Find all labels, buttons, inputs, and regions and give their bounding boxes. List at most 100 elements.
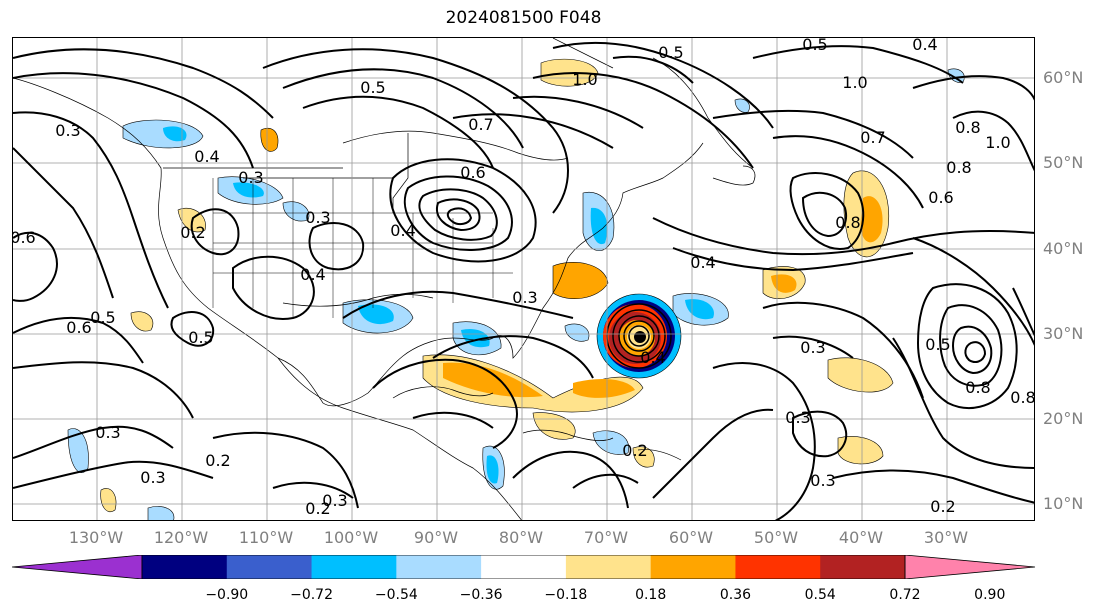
shade-yellow [100, 488, 117, 512]
contour-label: 0.6 [460, 163, 485, 182]
contour-label: 0.3 [238, 168, 263, 187]
state-borders [212, 178, 513, 318]
contour-label: 0.3 [785, 408, 810, 427]
colorbar-tick-label: 0.54 [804, 587, 836, 603]
shade-blue [590, 207, 608, 245]
contour-label: 0.4 [640, 348, 665, 367]
shade-lightblue [564, 323, 590, 342]
colorbar-tick-label: 0.36 [719, 587, 752, 603]
contour-label: 1.0 [985, 133, 1010, 152]
contour-label: 0.5 [658, 43, 683, 62]
lon-label-110w: 110°W [238, 528, 294, 547]
colorbar-segment [735, 555, 821, 579]
contour-label: 0.3 [140, 468, 165, 487]
shade-lightblue [122, 119, 204, 149]
lon-label-100w: 100°W [323, 528, 379, 547]
contour-label: 0.4 [912, 38, 937, 54]
contour-label: 0.8 [1010, 388, 1035, 407]
contours [13, 41, 1034, 520]
lon-label-70w: 70°W [583, 528, 629, 547]
contour-label: 0.2 [622, 441, 647, 460]
map-panel: 0.5 1.0 0.5 0.4 0.7 0.5 1.0 0.4 0.8 1.0 … [12, 37, 1035, 521]
shade-yellow [532, 412, 576, 440]
lon-label-60w: 60°W [668, 528, 714, 547]
shade-orange [860, 196, 883, 243]
lon-label-80w: 80°W [498, 528, 544, 547]
shade-blue [163, 126, 187, 142]
lat-label-30n: 30°N [1043, 324, 1084, 343]
hurricane-eye [634, 331, 646, 343]
colorbar-tick-label: −0.54 [374, 587, 418, 603]
colorbar-tick-label: −0.90 [205, 587, 249, 603]
colorbar-segment [481, 555, 567, 579]
chart-title: 2024081500 F048 [445, 8, 602, 28]
contour-label: 0.5 [90, 308, 115, 327]
lon-label-90w: 90°W [413, 528, 459, 547]
shade-lightblue [592, 430, 630, 455]
shade-orange [552, 262, 609, 299]
contour-label: 0.8 [955, 118, 980, 137]
contour-label: 0.7 [860, 128, 885, 147]
lon-label-30w: 30°W [923, 528, 969, 547]
colorbar-tick-label: −0.36 [459, 587, 503, 603]
colorbar-segment [226, 555, 313, 579]
lon-label-120w: 120°W [153, 528, 209, 547]
lat-label-50n: 50°N [1043, 153, 1084, 172]
contour-label: 0.5 [925, 335, 950, 354]
shade-blue [358, 304, 394, 325]
contour-label: 0.2 [205, 451, 230, 470]
contour-label: 0.4 [194, 147, 219, 166]
contour-label: 0.3 [305, 208, 330, 227]
lat-label-60n: 60°N [1043, 68, 1084, 87]
colorbar-segment [565, 555, 652, 579]
contour-label: 0.4 [690, 253, 715, 272]
shade-blue [233, 182, 264, 198]
contour-label: 0.3 [55, 121, 80, 140]
contour-label: 0.3 [810, 471, 835, 490]
contour-label: 0.3 [512, 288, 537, 307]
colorbar-tick-label: 0.18 [635, 587, 667, 603]
contour-label: 0.3 [95, 423, 120, 442]
shade-yellow [827, 357, 894, 393]
shade-yellow [632, 446, 655, 468]
contour-label: 0.2 [180, 223, 205, 242]
shading-layer [67, 58, 965, 520]
contour-label: 0.8 [835, 213, 860, 232]
colorbar-tick-label: −0.18 [544, 587, 588, 603]
contour-labels: 0.5 1.0 0.5 0.4 0.7 0.5 1.0 0.4 0.8 1.0 … [13, 38, 1035, 518]
contour-label: 0.2 [930, 497, 955, 516]
contour-label: 0.4 [390, 221, 415, 240]
colorbar-extend-low [12, 555, 143, 579]
contour-label: 0.5 [360, 78, 385, 97]
contour-label: 0.8 [946, 158, 971, 177]
colorbar [12, 555, 1036, 579]
contour-label: 0.6 [928, 188, 953, 207]
colorbar-segment [650, 555, 736, 579]
colorbar-tick-label: 0.72 [889, 587, 921, 603]
colorbar-segment [311, 555, 397, 579]
colorbar-tick-label: 0.90 [974, 587, 1006, 603]
colorbar-segment [820, 555, 906, 579]
shade-lightblue [147, 506, 175, 520]
colorbar-tick-label: −0.72 [290, 587, 333, 603]
colorbar-segment [396, 555, 482, 579]
shade-blue [486, 455, 499, 484]
shade-lightblue [67, 428, 89, 473]
contour-label: 0.3 [322, 491, 347, 510]
lat-label-10n: 10°N [1043, 494, 1084, 513]
colorbar-extend-high [904, 555, 1036, 579]
map-canvas: 0.5 1.0 0.5 0.4 0.7 0.5 1.0 0.4 0.8 1.0 … [13, 38, 1035, 520]
contour-label: 0.2 [305, 499, 330, 518]
contour-label: 1.0 [842, 73, 867, 92]
lon-label-50w: 50°W [753, 528, 799, 547]
lat-label-20n: 20°N [1043, 409, 1084, 428]
contour-label: 1.0 [572, 70, 597, 89]
lon-label-130w: 130°W [68, 528, 124, 547]
contour-label: 0.3 [800, 338, 825, 357]
contour-label: 0.8 [965, 378, 990, 397]
shade-yellow [837, 436, 884, 465]
contour-label: 0.7 [468, 115, 493, 134]
lon-label-40w: 40°W [838, 528, 884, 547]
contour-label: 0.6 [13, 228, 36, 247]
coastlines [13, 38, 756, 520]
